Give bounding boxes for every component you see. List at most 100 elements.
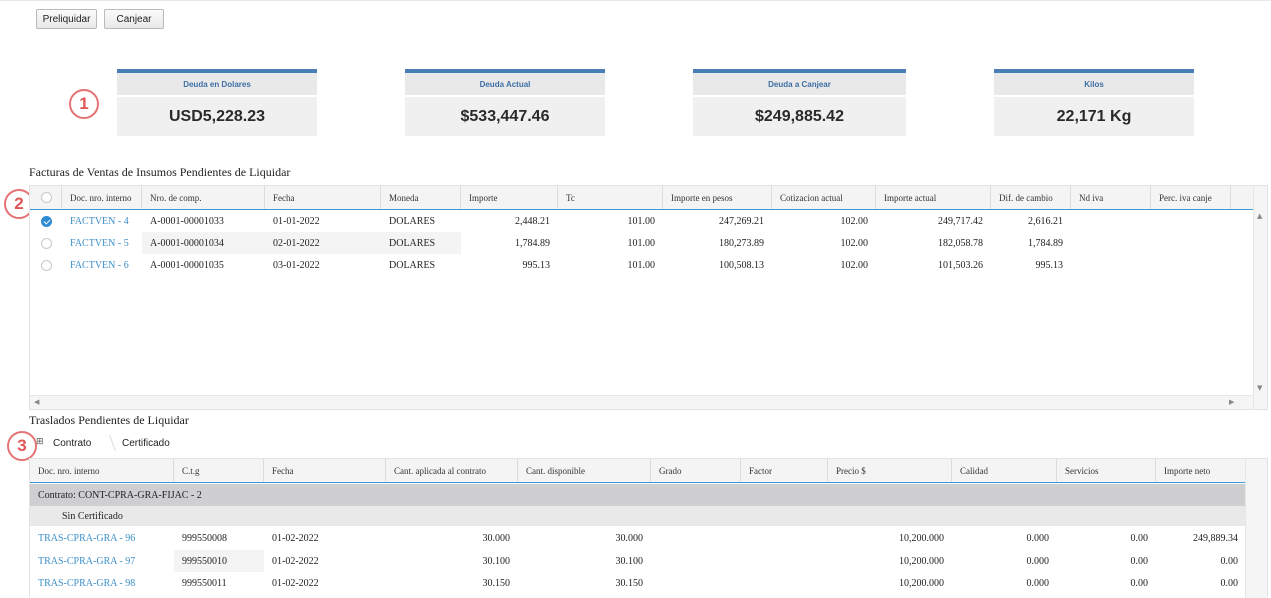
doc-link[interactable]: FACTVEN - 6	[70, 259, 129, 271]
group-label: Contrato: CONT-CPRA-GRA-FIJAC - 2	[38, 489, 202, 501]
cell-comp: A-0001-00001035	[150, 259, 224, 271]
cell-fecha: 01-02-2022	[272, 532, 319, 544]
arrow-right-icon[interactable]: ▶	[1229, 398, 1235, 406]
card-value: USD5,228.23	[168, 107, 266, 125]
cell-precio: 10,200.000	[899, 577, 944, 589]
doc-link[interactable]: TRAS-CPRA-GRA - 96	[38, 532, 136, 544]
card-label: Deuda a Canjear	[693, 73, 906, 97]
card-accent-bar	[994, 69, 1194, 73]
cell-dif: 995.13	[1035, 259, 1064, 271]
cell-moneda: DOLARES	[389, 259, 436, 271]
card-label: Deuda Actual	[405, 73, 605, 97]
cell-aplicada: 30.150	[482, 577, 511, 589]
cell-dif: 2,616.21	[1028, 215, 1063, 227]
col-precio[interactable]: Precio $	[828, 459, 952, 482]
cell-moneda: DOLARES	[389, 237, 436, 249]
col-calidad[interactable]: Calidad	[952, 459, 1057, 482]
row-select-radio[interactable]	[41, 238, 52, 249]
col-importe-actual[interactable]: Importe actual	[876, 186, 991, 209]
cell-fecha: 01-02-2022	[272, 577, 319, 589]
col-cotizacion-actual[interactable]: Cotizacion actual	[772, 186, 876, 209]
col-importe-pesos[interactable]: Importe en pesos	[663, 186, 772, 209]
col-factor[interactable]: Factor	[741, 459, 828, 482]
col-grado[interactable]: Grado	[651, 459, 741, 482]
cell-fecha: 01-02-2022	[272, 555, 319, 567]
row-select-radio[interactable]	[41, 260, 52, 271]
col-nd-iva[interactable]: Nd iva	[1071, 186, 1151, 209]
table-row[interactable]: FACTVEN - 4 A-0001-00001033 01-01-2022 D…	[30, 210, 1254, 232]
group-row-contrato[interactable]: Contrato: CONT-CPRA-GRA-FIJAC - 2	[30, 484, 1246, 506]
table-row[interactable]: TRAS-CPRA-GRA - 98 999550011 01-02-2022 …	[30, 572, 1246, 594]
facturas-grid-header: Doc. nro. interno Nro. de comp. Fecha Mo…	[30, 186, 1254, 210]
col-nro-comp[interactable]: Nro. de comp.	[142, 186, 265, 209]
doc-link[interactable]: TRAS-CPRA-GRA - 98	[38, 577, 136, 589]
col-fecha[interactable]: Fecha	[265, 186, 381, 209]
arrow-down-icon[interactable]: ▼	[1257, 384, 1263, 392]
card-label: Deuda en Dolares	[117, 73, 317, 97]
facturas-grid: Doc. nro. interno Nro. de comp. Fecha Mo…	[29, 185, 1268, 410]
select-all-cell	[30, 186, 62, 209]
annotation-marker-3: 3	[7, 431, 37, 461]
row-select-radio[interactable]	[41, 216, 52, 227]
col-moneda[interactable]: Moneda	[381, 186, 461, 209]
table-row[interactable]: TRAS-CPRA-GRA - 96 999550008 01-02-2022 …	[30, 527, 1246, 549]
col-cant-aplicada[interactable]: Cant. aplicada al contrato	[386, 459, 518, 482]
cell-aplicada: 30.100	[482, 555, 511, 567]
cell-cotizacion: 102.00	[840, 215, 869, 227]
vertical-scrollbar[interactable]: ▲ ▼	[1253, 186, 1267, 409]
doc-link[interactable]: FACTVEN - 5	[70, 237, 129, 249]
canjear-button[interactable]: Canjear	[104, 9, 164, 29]
cell-pesos: 180,273.89	[719, 237, 764, 249]
col-ctg[interactable]: C.t.g	[174, 459, 264, 482]
col-perc-iva-canje[interactable]: Perc. iva canje	[1151, 186, 1231, 209]
cell-importe: 2,448.21	[515, 215, 550, 227]
cell-actual: 249,717.42	[938, 215, 983, 227]
cell-tc: 101.00	[627, 237, 656, 249]
breadcrumb-chevron-icon	[101, 435, 116, 451]
arrow-left-icon[interactable]: ◀	[34, 398, 40, 406]
traslados-grid-header: Doc. nro. interno C.t.g Fecha Cant. apli…	[30, 459, 1246, 483]
card-deuda-dolares: Deuda en Dolares USD5,228.23	[117, 69, 317, 136]
select-all-radio[interactable]	[41, 192, 52, 203]
preliquidar-button[interactable]: Preliquidar	[36, 9, 97, 29]
arrow-up-icon[interactable]: ▲	[1257, 212, 1263, 220]
card-value: 22,171 Kg	[1056, 107, 1132, 125]
cell-ctg: 999550011	[182, 577, 227, 589]
subgroup-label: Sin Certificado	[62, 510, 123, 522]
col-importe-neto[interactable]: Importe neto	[1156, 459, 1246, 482]
doc-link[interactable]: TRAS-CPRA-GRA - 97	[38, 555, 136, 567]
cell-calidad: 0.000	[1026, 577, 1050, 589]
tree-toggle-icon[interactable]: ⊞	[36, 437, 44, 447]
vertical-scrollbar[interactable]	[1245, 459, 1267, 598]
card-deuda-canjear: Deuda a Canjear $249,885.42	[693, 69, 906, 136]
col-servicios[interactable]: Servicios	[1057, 459, 1156, 482]
cell-calidad: 0.000	[1026, 555, 1050, 567]
tab-certificado[interactable]: Certificado	[122, 438, 170, 449]
traslados-grid: Doc. nro. interno C.t.g Fecha Cant. apli…	[29, 458, 1268, 598]
table-row[interactable]: FACTVEN - 6 A-0001-00001035 03-01-2022 D…	[30, 254, 1254, 276]
table-row[interactable]: TRAS-CPRA-GRA - 97 999550010 01-02-2022 …	[30, 550, 1246, 572]
col-importe[interactable]: Importe	[461, 186, 558, 209]
col-cant-disponible[interactable]: Cant. disponible	[518, 459, 651, 482]
cell-cotizacion: 102.00	[840, 259, 869, 271]
col-tc[interactable]: Tc	[558, 186, 663, 209]
card-deuda-actual: Deuda Actual $533,447.46	[405, 69, 605, 136]
card-value: $533,447.46	[460, 107, 550, 125]
card-accent-bar	[405, 69, 605, 73]
doc-link[interactable]: FACTVEN - 4	[70, 215, 129, 227]
horizontal-scrollbar[interactable]: ◀ ▶	[30, 395, 1253, 409]
col-doc-interno[interactable]: Doc. nro. interno	[62, 186, 142, 209]
col-fecha[interactable]: Fecha	[264, 459, 386, 482]
col-dif-cambio[interactable]: Dif. de cambio	[991, 186, 1071, 209]
cell-ctg: 999550010	[182, 555, 227, 567]
tab-contrato[interactable]: Contrato	[53, 438, 92, 449]
col-doc-interno[interactable]: Doc. nro. interno	[30, 459, 174, 482]
row-stripe	[174, 550, 264, 572]
cell-ctg: 999550008	[182, 532, 227, 544]
cell-moneda: DOLARES	[389, 215, 436, 227]
table-row[interactable]: FACTVEN - 5 A-0001-00001034 02-01-2022 D…	[30, 232, 1254, 254]
card-value: $249,885.42	[755, 107, 844, 125]
cell-fecha: 02-01-2022	[273, 237, 320, 249]
cell-tc: 101.00	[627, 215, 656, 227]
group-row-certificado[interactable]: Sin Certificado	[30, 506, 1246, 526]
